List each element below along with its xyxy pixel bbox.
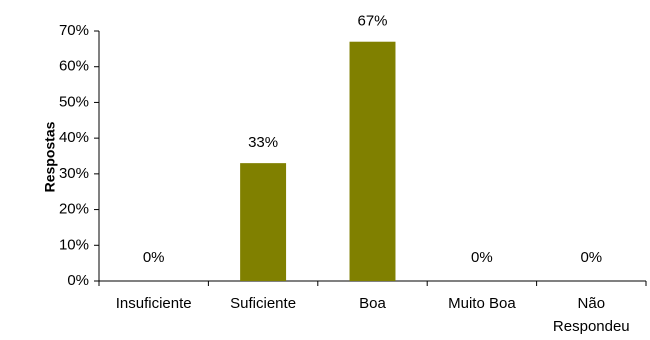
y-tick-label: 70% (59, 22, 89, 39)
y-tick-label: 0% (67, 272, 89, 289)
category-label: Boa (359, 295, 386, 312)
data-label: 0% (471, 249, 493, 266)
y-tick-label: 20% (59, 201, 89, 218)
bar-3 (349, 41, 396, 281)
data-label: 33% (248, 134, 278, 151)
category-label: Muito Boa (448, 295, 516, 312)
data-label: 67% (357, 13, 387, 30)
category-label: Suficiente (230, 295, 296, 312)
y-axis-label: Respostas (42, 121, 58, 192)
y-tick-label: 40% (59, 129, 89, 146)
y-tick-label: 10% (59, 236, 89, 253)
category-label: Insuficiente (116, 295, 192, 312)
bar-2 (240, 163, 287, 281)
y-tick-label: 60% (59, 58, 89, 75)
category-label: Não (578, 295, 606, 312)
data-label: 0% (143, 249, 165, 266)
data-label: 0% (580, 249, 602, 266)
category-label-line2: Respondeu (553, 318, 630, 335)
y-tick-label: 30% (59, 165, 89, 182)
y-tick-label: 50% (59, 93, 89, 110)
plot-area: 0% 10% 20% 30% 40% 50% 60% 70% 0% Insuficiente 33%… (59, 13, 647, 335)
